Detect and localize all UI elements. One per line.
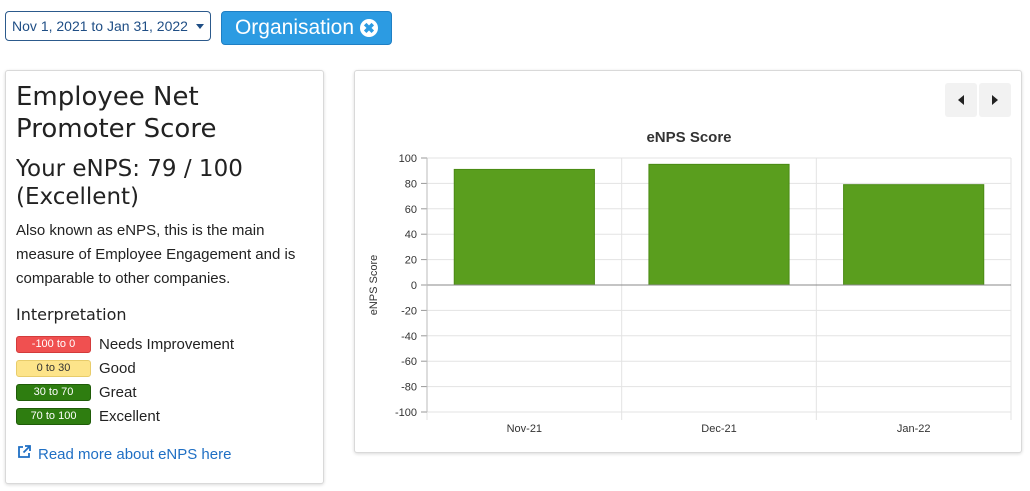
legend-range-badge: 30 to 70 [16, 383, 91, 401]
x-tick-label: Dec-21 [701, 423, 736, 435]
chart-axes: 100 80 60 40 20 0 -20 -40 -60 -80 -100 Nov-21 Dec-21… [395, 153, 1011, 435]
legend-label: Good [99, 359, 136, 377]
y-tick-label: 0 [411, 280, 417, 292]
y-tick-label: -20 [401, 305, 417, 317]
y-tick-label: 40 [405, 229, 417, 241]
y-tick-label: 100 [399, 153, 417, 165]
legend-label: Excellent [99, 407, 160, 425]
date-range-label: Nov 1, 2021 to Jan 31, 2022 [12, 18, 188, 34]
enps-info-card: Employee Net Promoter Score Your eNPS: 7… [5, 70, 324, 484]
read-more-label: Read more about eNPS here [38, 445, 232, 463]
y-tick-label: 80 [405, 178, 417, 190]
chart-bar [648, 163, 790, 286]
chart-bar [843, 184, 985, 286]
enps-description: Also known as eNPS, this is the main mea… [16, 222, 296, 287]
y-tick-label: -40 [401, 331, 417, 343]
caret-down-icon [195, 24, 204, 29]
chart-bars [453, 163, 985, 286]
chart-prev-button[interactable] [945, 83, 977, 117]
caret-right-icon [992, 95, 998, 105]
legend-row: 0 to 30 Good [16, 356, 313, 380]
legend-range-badge: 0 to 30 [16, 359, 91, 377]
legend-row: 30 to 70 Great [16, 380, 313, 404]
legend-row: 70 to 100 Excellent [16, 404, 313, 428]
y-axis-label: eNPS Score [368, 255, 380, 316]
enps-score-text: Your eNPS: 79 / 100 (Excellent) [16, 156, 243, 210]
legend-label: Needs Improvement [99, 335, 235, 353]
chart-bar [453, 168, 595, 286]
y-tick-label: 60 [405, 204, 417, 216]
caret-left-icon [958, 95, 964, 105]
chart-title: eNPS Score [646, 129, 731, 146]
close-circle-icon[interactable]: ✖ [360, 19, 379, 37]
chart-next-button[interactable] [979, 83, 1011, 117]
y-tick-label: -80 [401, 382, 417, 394]
date-range-dropdown[interactable]: Nov 1, 2021 to Jan 31, 2022 [5, 11, 211, 41]
interpretation-legend: -100 to 0 Needs Improvement 0 to 30 Good 30 … [16, 332, 313, 428]
enps-bar-chart: eNPS Score eNPS Score 100 80 60 40 20 0 -20 -40… [368, 129, 1012, 435]
card-title: Employee Net Promoter Score [16, 82, 217, 144]
y-tick-label: -100 [395, 407, 417, 419]
organisation-tag-label: Organisation [234, 16, 355, 39]
legend-row: -100 to 0 Needs Improvement [16, 332, 313, 356]
y-tick-label: 20 [405, 255, 417, 267]
x-tick-label: Jan-22 [897, 423, 931, 435]
enps-chart-card: eNPS Score eNPS Score 100 80 60 40 20 0 -20 -40… [354, 70, 1022, 453]
external-link-icon [16, 444, 32, 464]
interpretation-heading: Interpretation [16, 305, 127, 324]
x-tick-label: Nov-21 [507, 423, 542, 435]
legend-range-badge: 70 to 100 [16, 407, 91, 425]
organisation-filter-tag: Organisation ✖ [221, 11, 392, 45]
y-tick-label: -60 [401, 356, 417, 368]
read-more-link[interactable]: Read more about eNPS here [16, 444, 313, 464]
legend-range-badge: -100 to 0 [16, 335, 91, 353]
legend-label: Great [99, 383, 137, 401]
